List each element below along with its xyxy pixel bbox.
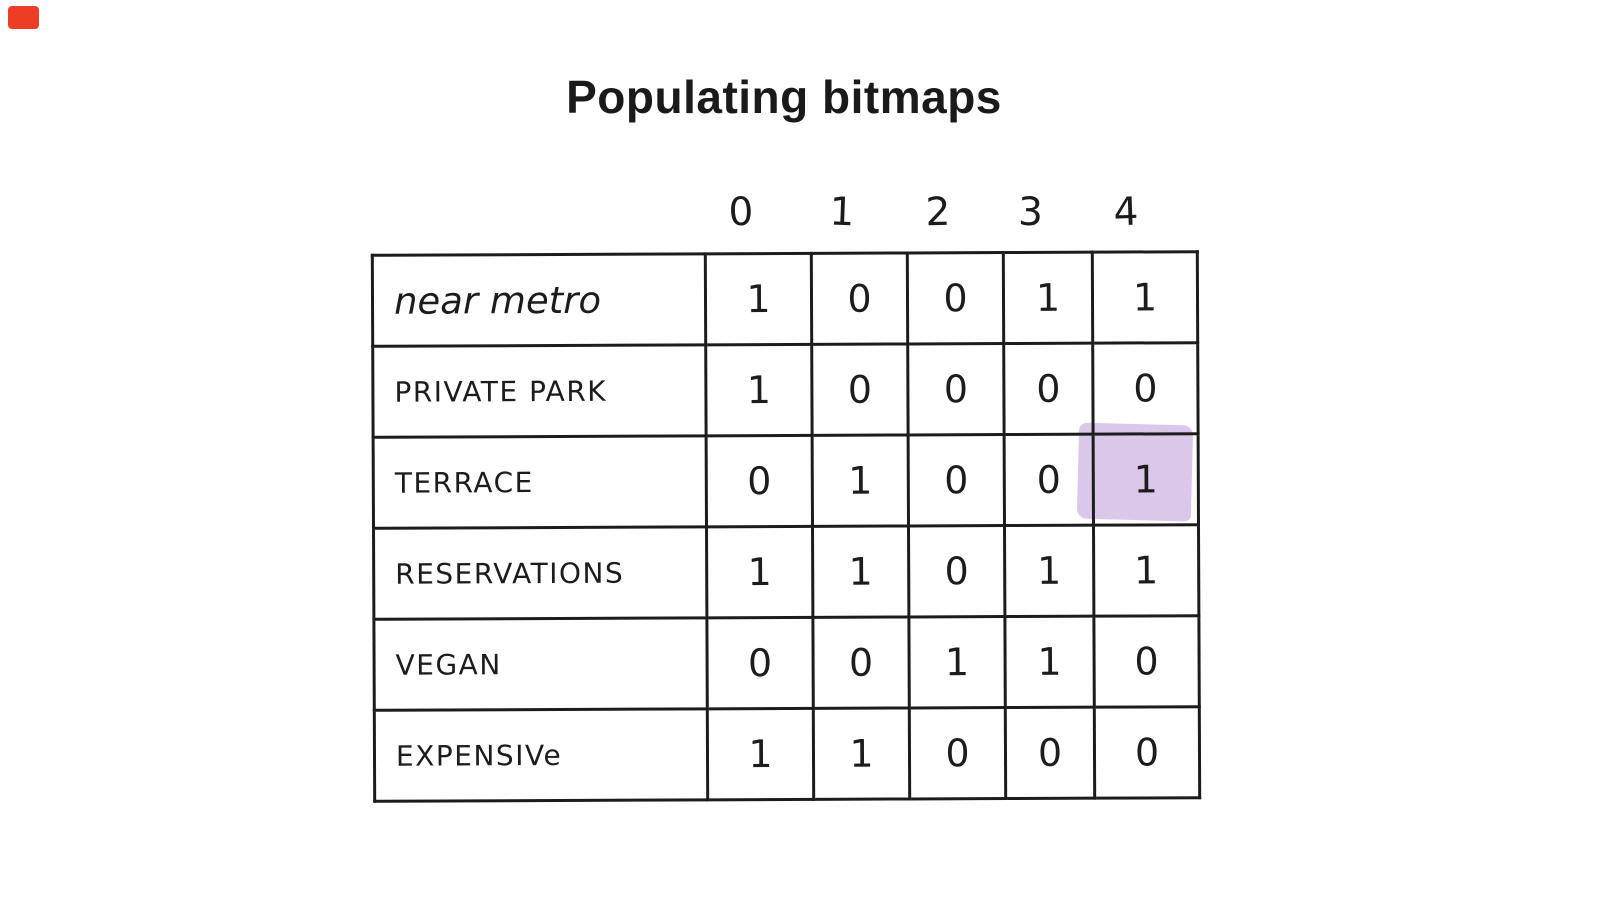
- row-label: RESERVATIONS: [373, 526, 707, 620]
- bit-cell: 0: [908, 525, 1005, 617]
- table-row: RESERVATIONS 1 1 0 1 1: [373, 524, 1199, 620]
- bit-cell: 0: [811, 343, 909, 436]
- bit-cell: 0: [706, 435, 813, 527]
- bit-cell: 1: [1093, 524, 1199, 617]
- bitmap-table-body: near metro 1 0 0 1 1 PRIVATE PARK 1 0 0 0 0 TERRACE 0…: [372, 251, 1200, 802]
- column-header: 1: [828, 189, 856, 236]
- bit-cell: 1: [706, 526, 813, 618]
- bit-cell: 0: [1003, 343, 1094, 435]
- bit-cell: 0: [1004, 434, 1094, 526]
- bit-cell: 1: [707, 708, 814, 800]
- bit-cell: 1: [705, 344, 813, 436]
- bit-cell: 1: [812, 525, 909, 618]
- bit-cell: 0: [706, 617, 814, 709]
- bit-cell: 0: [1094, 706, 1200, 799]
- row-label: near metro: [372, 253, 706, 347]
- row-label: PRIVATE PARK: [372, 344, 707, 438]
- bit-cell: 0: [907, 343, 1005, 435]
- bit-cell: 0: [1093, 615, 1200, 708]
- bitmap-table: near metro 1 0 0 1 1 PRIVATE PARK 1 0 0 0 0 TERRACE 0…: [371, 250, 1201, 803]
- bit-cell: 1: [813, 707, 910, 800]
- table-row: PRIVATE PARK 1 0 0 0 0: [372, 342, 1199, 438]
- bit-cell: 0: [1005, 707, 1095, 799]
- bit-cell: 0: [907, 252, 1004, 344]
- column-headers: 0 1 2 3 4: [688, 189, 1177, 236]
- slide-title: Populating bitmaps: [566, 71, 1002, 123]
- red-marker: [8, 6, 39, 29]
- column-header: 4: [1112, 189, 1140, 236]
- row-label: VEGAN: [373, 617, 708, 711]
- row-label: EXPENSIVe: [374, 708, 708, 802]
- bit-cell: 0: [812, 616, 910, 709]
- bit-cell: 0: [811, 252, 908, 345]
- bit-cell: 1: [1092, 251, 1198, 344]
- bit-cell: 1: [705, 253, 812, 345]
- column-header: 3: [1017, 189, 1044, 236]
- bit-cell: 0: [1092, 342, 1199, 435]
- bit-cell: 1: [1003, 252, 1093, 344]
- row-label: TERRACE: [373, 435, 707, 529]
- bit-cell-highlighted: 1: [1093, 433, 1199, 526]
- bit-cell: 1: [908, 616, 1006, 708]
- bit-cell: 1: [1004, 616, 1095, 708]
- table-row: EXPENSIVe 1 1 0 0 0: [374, 706, 1200, 802]
- table-row: VEGAN 0 0 1 1 0: [373, 615, 1200, 711]
- table-row: near metro 1 0 0 1 1: [372, 251, 1198, 347]
- bit-cell: 1: [1004, 525, 1094, 617]
- table-row: TERRACE 0 1 0 0 1: [373, 433, 1199, 529]
- column-header: 0: [727, 189, 755, 236]
- bit-cell: 0: [909, 707, 1006, 799]
- column-header: 2: [925, 189, 951, 236]
- bit-cell: 1: [812, 434, 909, 527]
- bit-cell: 0: [908, 434, 1005, 526]
